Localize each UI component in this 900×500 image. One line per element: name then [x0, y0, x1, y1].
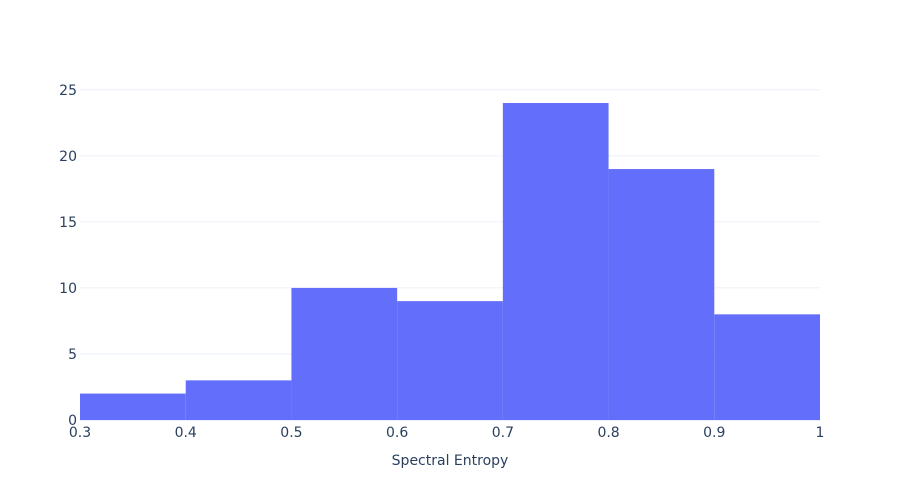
y-tick-label: 5 — [68, 347, 77, 363]
histogram-bar — [714, 314, 820, 420]
x-tick-label: 0.4 — [175, 425, 197, 441]
histogram-bar — [291, 287, 398, 420]
y-axis-ticks: 0 5 10 15 20 25 — [59, 83, 77, 429]
x-tick-label: 0.6 — [386, 425, 408, 441]
y-tick-label: 25 — [59, 83, 77, 99]
x-tick-label: 0.9 — [703, 425, 725, 441]
y-tick-label: 0 — [68, 413, 77, 429]
y-tick-label: 15 — [59, 215, 77, 231]
y-tick-label: 20 — [59, 149, 77, 165]
histogram-bar — [80, 393, 186, 420]
x-tick-label: 0.7 — [492, 425, 514, 441]
histogram-bar — [185, 380, 292, 420]
histogram-bar — [502, 103, 609, 421]
histogram-bars — [80, 103, 820, 421]
x-tick-label: 1 — [816, 425, 825, 441]
histogram-bar — [397, 301, 503, 420]
x-tick-label: 0.8 — [597, 425, 619, 441]
y-tick-label: 10 — [59, 281, 77, 297]
x-axis-title: Spectral Entropy — [392, 453, 509, 469]
x-tick-label: 0.5 — [280, 425, 302, 441]
x-axis-ticks: 0.3 0.4 0.5 0.6 0.7 0.8 0.9 1 — [69, 425, 825, 441]
histogram-bar — [608, 169, 715, 420]
x-tick-label: 0.3 — [69, 425, 91, 441]
